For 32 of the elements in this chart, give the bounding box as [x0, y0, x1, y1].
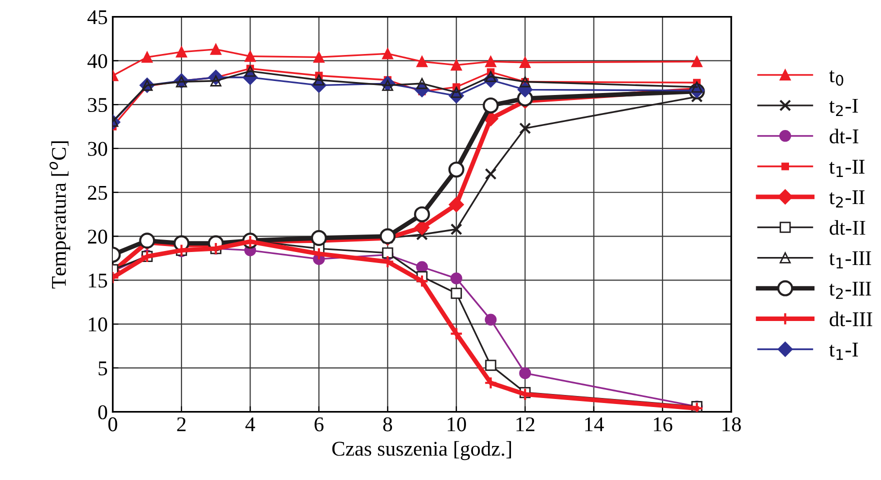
x-axis-title: Czas suszenia [godz.] [332, 441, 511, 460]
y-tick-label: 15 [88, 274, 108, 288]
x-tick-label: 6 [314, 417, 324, 432]
legend-label: dt-I [830, 128, 858, 144]
legend-label: t$_{2}$-II [829, 190, 864, 208]
x-tick-label: 16 [654, 417, 672, 432]
legend-label: t$_{1}$-III [829, 251, 872, 268]
x-tick-label: 0 [108, 417, 118, 432]
legend-label: t$_{2}$-I [829, 98, 858, 116]
x-tick-label: 18 [722, 417, 741, 432]
y-tick-label: 20 [88, 230, 108, 244]
x-tick-label: 12 [516, 417, 534, 432]
legend-label: t$_{2}$-III [829, 282, 872, 299]
legend-label: t$_{1}$-I [829, 342, 858, 360]
y-tick-label: 25 [88, 186, 108, 200]
legend-label: dt-II [830, 220, 866, 235]
y-tick-label: 5 [98, 362, 108, 376]
legend-label: t$_{1}$-II [829, 160, 864, 177]
x-tick-label: 2 [177, 417, 186, 432]
y-axis-title: Temperatura [$^{o}$C] [50, 141, 70, 289]
y-tick-label: 0 [98, 405, 108, 420]
legend-label: dt-III [830, 312, 872, 326]
legend-label: t$_{0}$ [829, 70, 844, 86]
y-tick-label: 35 [88, 98, 108, 112]
y-tick-label: 10 [88, 317, 108, 332]
y-tick-label: 30 [88, 142, 108, 156]
y-tick-label: 45 [87, 10, 108, 24]
y-tick-label: 40 [87, 54, 108, 68]
x-tick-label: 10 [448, 417, 466, 432]
x-tick-label: 14 [585, 417, 604, 432]
x-tick-label: 4 [245, 417, 256, 432]
x-tick-label: 8 [383, 417, 392, 432]
